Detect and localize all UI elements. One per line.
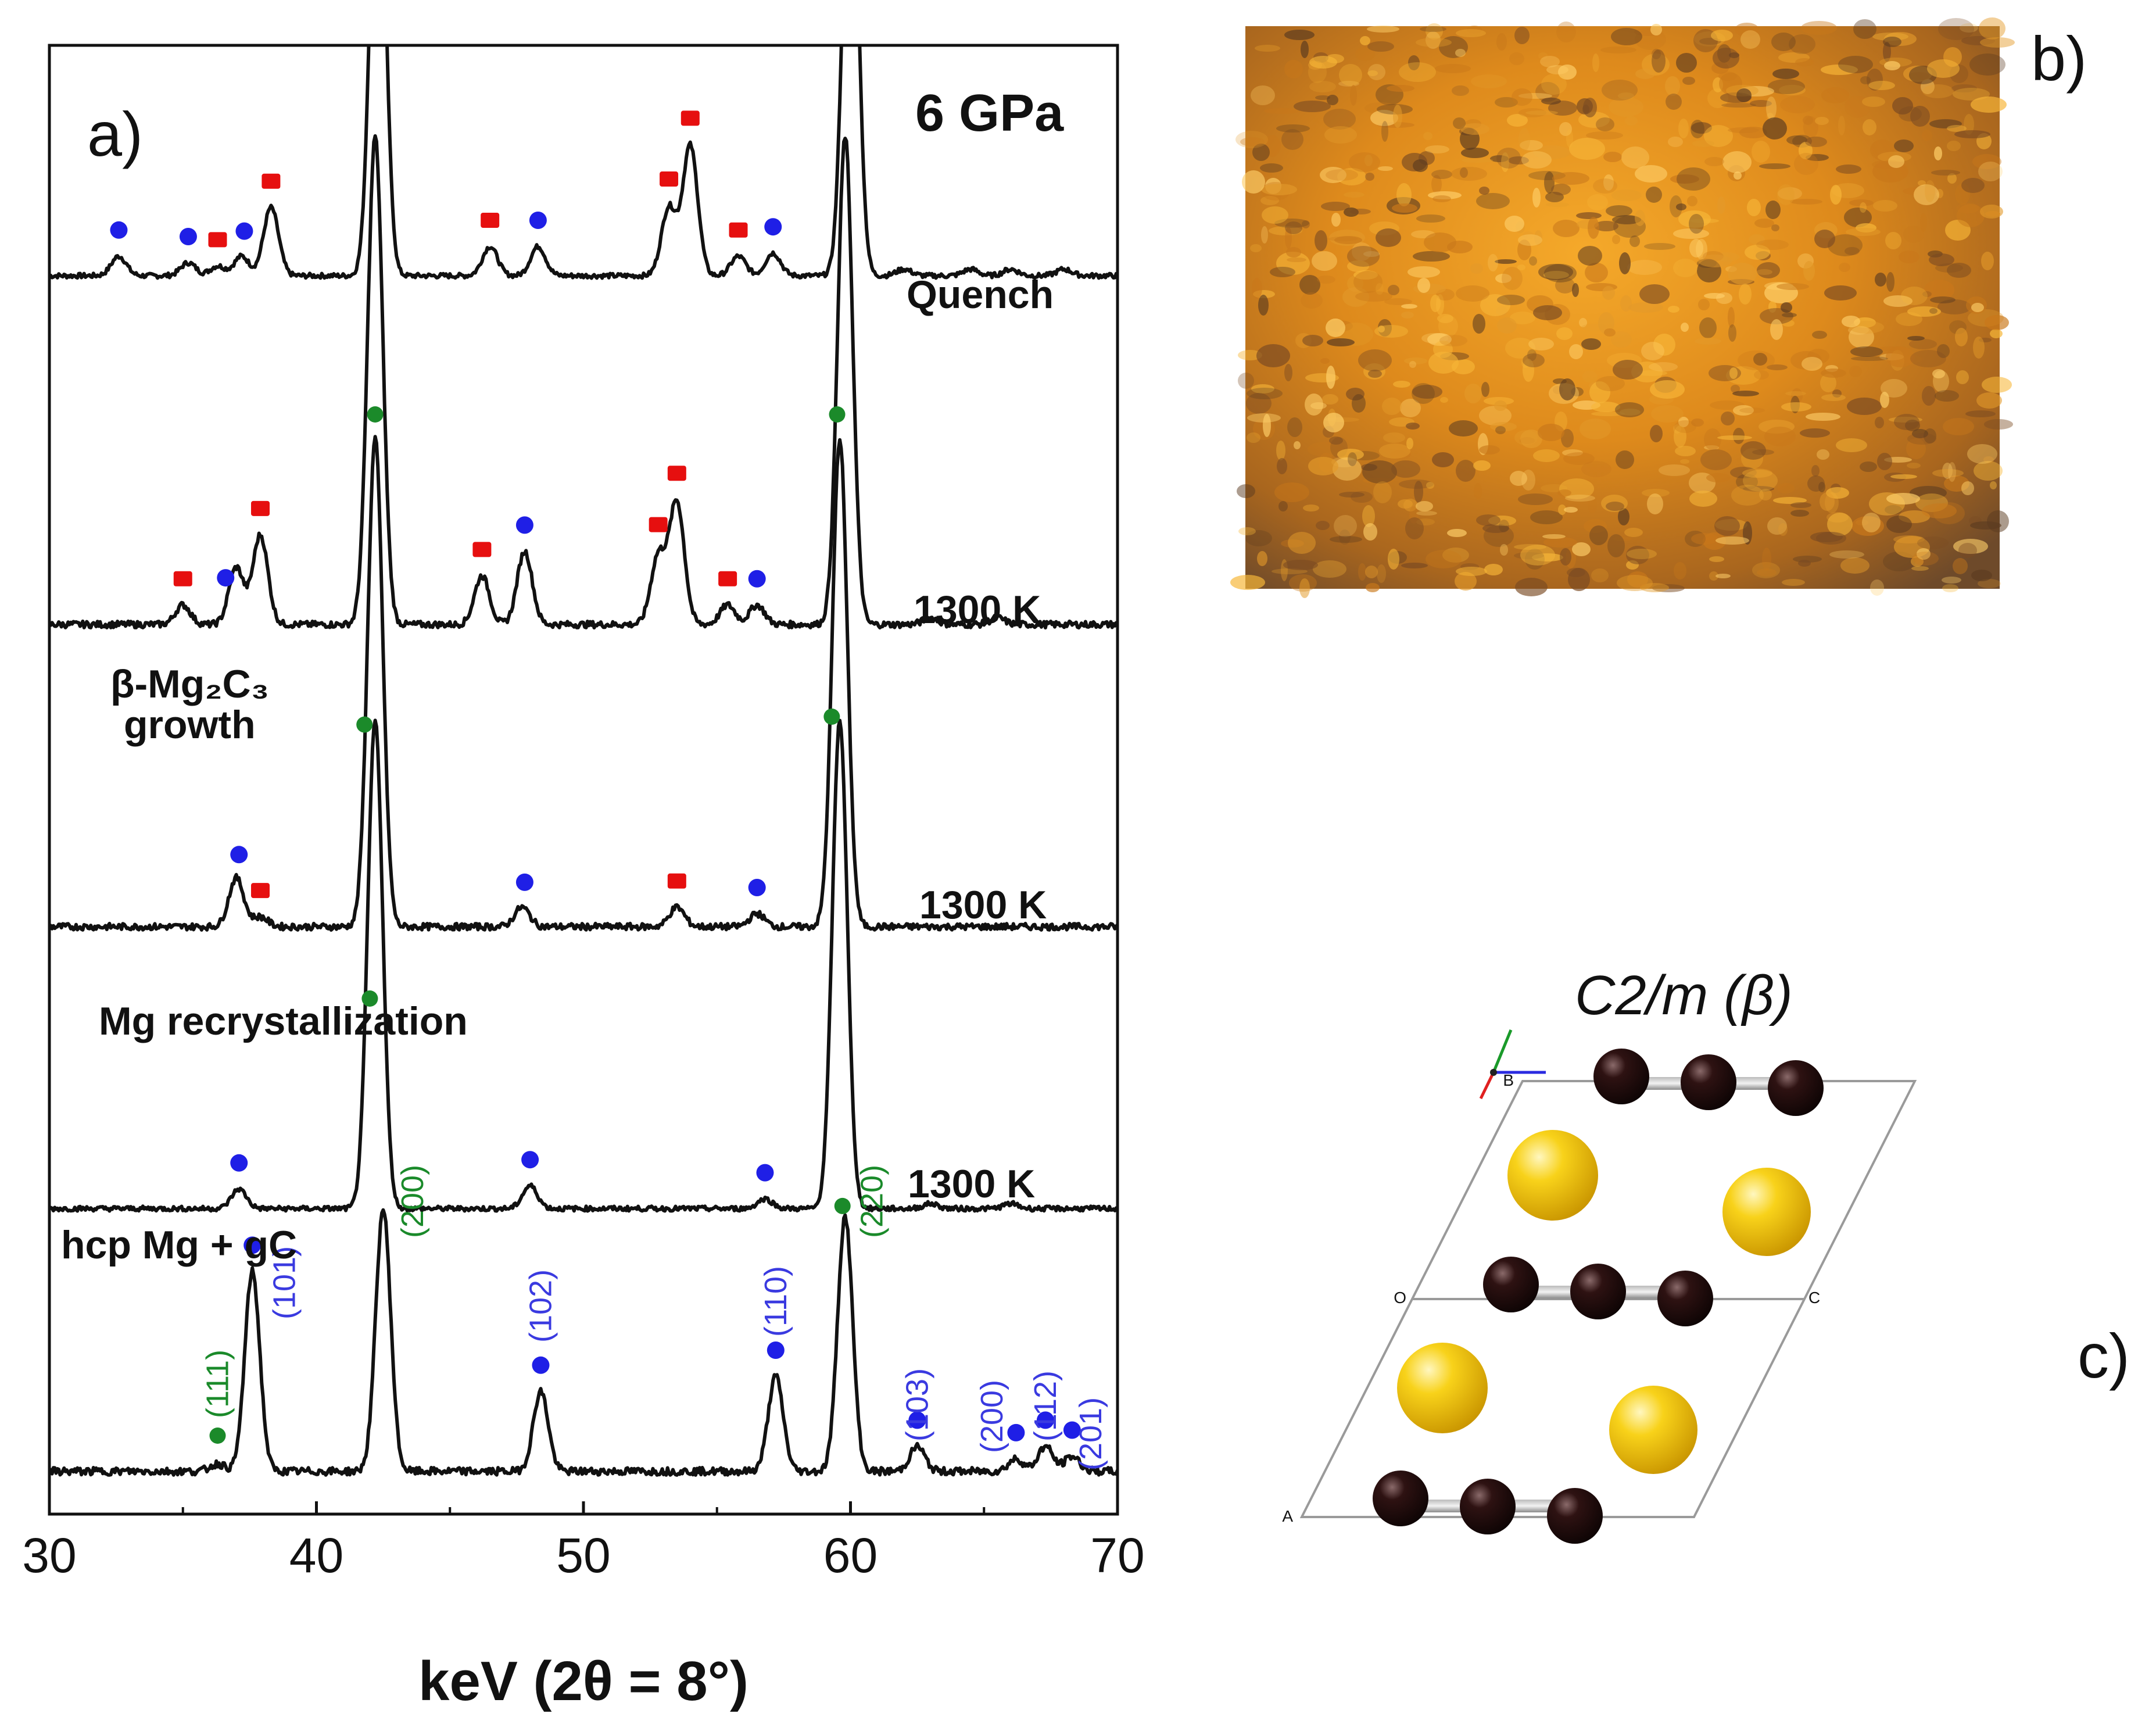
stage-label-recrystallization: Mg recrystallization xyxy=(99,999,468,1043)
structure-panel: C2/m (β) c) B O C A xyxy=(1282,964,2130,1544)
graphite-peak-marker xyxy=(209,1428,226,1444)
space-group-label: C2/m (β) xyxy=(1575,964,1793,1026)
mg-peak-marker xyxy=(1036,1411,1054,1429)
x-tick-label: 60 xyxy=(823,1528,878,1583)
graphite-peak-marker xyxy=(356,716,373,733)
mg-peak-marker xyxy=(521,1151,539,1169)
mg-peak-marker xyxy=(243,1236,262,1254)
mg-peak-marker xyxy=(235,222,253,240)
carbon-chain-bottom xyxy=(1373,1471,1603,1544)
carbon-chain-middle xyxy=(1483,1257,1713,1326)
mg2c3-peak-marker xyxy=(173,571,192,586)
mg-peak-marker xyxy=(908,1411,926,1429)
photo-panel: b) xyxy=(1230,17,2087,598)
mg2c3-peak-marker xyxy=(481,213,500,228)
xrd-pattern-line-2 xyxy=(49,435,1118,932)
mg2c3-peak-marker xyxy=(667,466,686,481)
mg-peak-marker xyxy=(1063,1421,1081,1439)
x-tick-label: 70 xyxy=(1090,1528,1144,1583)
mg2c3-peak-marker xyxy=(660,171,679,187)
graphite-peak-marker xyxy=(361,990,378,1007)
graphite-peak-marker xyxy=(834,1197,851,1214)
mg-atom xyxy=(1609,1386,1697,1474)
curve-label-1300k-mid: 1300 K xyxy=(919,883,1047,927)
panel-label-a: a) xyxy=(87,99,143,169)
plot-frame xyxy=(48,44,1119,1516)
curve-label-1300k-top: 1300 K xyxy=(914,588,1041,632)
mg-atom xyxy=(1397,1343,1488,1433)
mg-peak-marker xyxy=(217,569,235,587)
mg-peak-marker xyxy=(767,1341,785,1359)
miller-index-label: (201) xyxy=(1073,1397,1108,1471)
mg-peak-marker xyxy=(515,516,533,534)
x-tick-label: 40 xyxy=(289,1528,343,1583)
mg-peak-marker xyxy=(756,1164,774,1182)
graphite-peak-marker xyxy=(367,406,384,423)
mg2c3-peak-marker xyxy=(262,173,281,189)
xrd-panel: 30 40 50 60 70 (111) (101) (200) (102) (110) (220… xyxy=(22,44,1145,1712)
miller-index-label: (110) xyxy=(758,1266,793,1337)
mg-peak-marker xyxy=(110,221,128,239)
stage-label-growth: growth xyxy=(124,703,256,747)
miller-index-label: (220) xyxy=(854,1165,889,1238)
mg-peak-marker xyxy=(748,570,766,588)
mg2c3-peak-marker xyxy=(208,232,227,248)
mg-peak-marker xyxy=(515,873,533,891)
cell-corner-C: C xyxy=(1808,1289,1820,1307)
graphite-peak-marker xyxy=(823,709,840,725)
mg2c3-peak-marker xyxy=(472,542,492,557)
mg-peak-marker xyxy=(1007,1423,1025,1441)
stage-label-hcp: hcp Mg + gC xyxy=(61,1223,297,1267)
mg2c3-peak-marker xyxy=(729,222,748,238)
mg2c3-peak-marker xyxy=(649,517,668,532)
carbon-chain-top xyxy=(1593,1049,1824,1116)
graphite-peak-marker xyxy=(829,406,846,423)
cell-corner-O: O xyxy=(1394,1289,1406,1307)
cell-corner-B: B xyxy=(1503,1071,1514,1089)
x-tick-label: 30 xyxy=(22,1528,76,1583)
photo-texture xyxy=(1230,17,2015,598)
mg-peak-marker xyxy=(230,846,248,864)
miller-index-label: (200) xyxy=(395,1165,430,1238)
miller-index-label: (102) xyxy=(523,1269,558,1343)
axis-triad-icon xyxy=(1479,1029,1546,1100)
mg2c3-peak-marker xyxy=(251,500,270,516)
mg-atom xyxy=(1507,1130,1598,1221)
panel-label-b: b) xyxy=(2031,23,2087,94)
panel-label-c: c) xyxy=(2078,1321,2130,1391)
xrd-pattern-line-4 xyxy=(49,1208,1118,1477)
mg-peak-marker xyxy=(748,879,766,896)
mg2c3-peak-marker xyxy=(667,873,686,889)
curve-label-1300k-low: 1300 K xyxy=(908,1162,1035,1206)
mg-peak-marker xyxy=(532,1356,550,1374)
miller-index-label: (200) xyxy=(975,1380,1009,1453)
curve-label-quench: Quench xyxy=(907,273,1054,317)
pressure-annotation: 6 GPa xyxy=(915,84,1064,142)
x-tick-label: 50 xyxy=(556,1528,610,1583)
mg-peak-marker xyxy=(179,227,197,245)
xrd-pattern-line-3 xyxy=(49,718,1118,1213)
miller-index-label: (111) xyxy=(200,1350,235,1418)
x-axis-label: keV (2θ = 8°) xyxy=(418,1650,748,1712)
mg-atom xyxy=(1722,1168,1811,1256)
xrd-pattern-line-0 xyxy=(49,45,1118,280)
mg2c3-peak-marker xyxy=(718,571,737,586)
miller-index-label: (112) xyxy=(1028,1371,1063,1441)
stage-label-beta: β-Mg₂C₃ xyxy=(110,662,269,706)
mg2c3-peak-marker xyxy=(681,110,700,126)
mg-peak-marker xyxy=(230,1154,248,1172)
cell-corner-A: A xyxy=(1282,1507,1293,1525)
xrd-pattern-line-1 xyxy=(49,134,1118,629)
miller-index-label: (103) xyxy=(900,1368,934,1441)
miller-index-label: (101) xyxy=(267,1246,302,1319)
mg-peak-marker xyxy=(529,212,547,229)
mg-peak-marker xyxy=(764,218,782,236)
mg2c3-peak-marker xyxy=(251,883,270,899)
